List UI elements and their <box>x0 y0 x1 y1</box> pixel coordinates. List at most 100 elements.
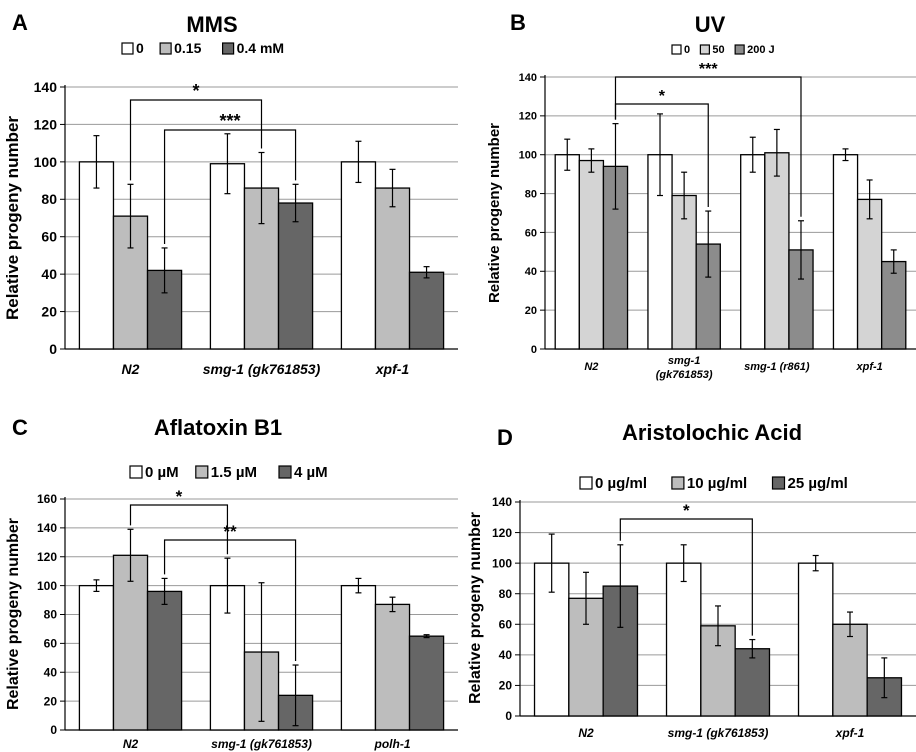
panel-c: C Aflatoxin B1 0 µM 1.5 µM 4 µM 0 20 40 60 80 100 1… <box>5 415 458 751</box>
panel-letter: D <box>497 425 513 450</box>
x-tick-label: smg-1 (gk761853) <box>668 726 769 740</box>
y-tick-label: 60 <box>41 229 57 245</box>
legend-label: 0.4 mM <box>237 40 284 56</box>
x-tick-label: (gk761853) <box>656 369 713 381</box>
significance-label: ** <box>223 522 237 541</box>
legend-label: 4 µM <box>294 464 328 481</box>
significance-bracket <box>129 504 229 555</box>
y-tick-label: 140 <box>34 79 58 95</box>
bar <box>209 163 246 350</box>
y-tick-label: 20 <box>525 305 537 317</box>
legend-label: 0 <box>684 44 690 56</box>
significance-label: *** <box>699 61 718 78</box>
y-tick-label: 60 <box>44 637 58 651</box>
panel-a: A MMS 0 0.15 0.4 mM 0 20 40 60 80 100 120 140 Relativ… <box>3 10 458 377</box>
significance-bracket <box>129 99 263 181</box>
legend-swatch <box>121 42 134 55</box>
legend-swatch <box>129 465 143 479</box>
panel-d: D Aristolochic Acid 0 µg/ml 10 µg/ml 25 µg/m… <box>467 420 916 740</box>
y-tick-label: 120 <box>519 111 537 123</box>
bar <box>78 161 115 350</box>
panel-letter: A <box>12 10 28 35</box>
legend-swatch <box>579 476 593 490</box>
y-tick-label: 100 <box>37 579 57 593</box>
y-tick-label: 100 <box>34 154 58 170</box>
x-tick-label: N2 <box>123 737 139 751</box>
significance-label: *** <box>220 111 241 131</box>
y-tick-label: 100 <box>492 556 512 570</box>
legend-label: 0.15 <box>174 40 201 56</box>
legend-swatch <box>671 476 685 490</box>
bar <box>408 635 445 731</box>
x-tick-label: N2 <box>122 361 140 377</box>
y-tick-label: 80 <box>525 188 537 200</box>
bar <box>832 154 859 350</box>
y-axis-label: Relative progeny number <box>486 123 503 303</box>
legend-swatch <box>734 44 745 55</box>
significance-bracket <box>614 76 802 217</box>
bar <box>78 584 115 731</box>
y-tick-label: 20 <box>41 303 57 319</box>
y-tick-label: 40 <box>44 665 58 679</box>
legend-swatch <box>195 465 209 479</box>
y-tick-label: 100 <box>519 150 537 162</box>
y-tick-label: 40 <box>525 266 537 278</box>
legend-swatch <box>671 44 682 55</box>
significance-bracket <box>163 129 297 244</box>
legend-swatch <box>771 476 786 490</box>
x-tick-label: xpf-1 <box>855 361 882 373</box>
bar <box>764 152 790 350</box>
x-tick-label: xpf-1 <box>375 361 410 377</box>
legend-swatch <box>222 42 235 55</box>
y-axis-label: Relative progeny number <box>3 116 22 320</box>
y-tick-label: 80 <box>41 191 57 207</box>
significance-bracket <box>619 518 753 636</box>
x-tick-label: N2 <box>578 726 594 740</box>
bar <box>112 554 149 731</box>
bar <box>740 154 766 350</box>
x-tick-label: xpf-1 <box>835 726 865 740</box>
legend-label: 50 <box>712 44 724 56</box>
bar <box>554 154 580 350</box>
bar <box>408 271 445 350</box>
significance-label: * <box>176 487 183 506</box>
chart-title: MMS <box>186 12 237 37</box>
significance-label: * <box>683 501 690 520</box>
bar <box>146 590 183 731</box>
significance-label: * <box>659 88 666 105</box>
y-tick-label: 140 <box>492 495 512 509</box>
significance-bracket <box>163 539 297 662</box>
legend-swatch <box>278 465 292 479</box>
y-tick-label: 60 <box>525 227 537 239</box>
bar <box>797 562 834 717</box>
bar <box>881 260 907 350</box>
y-tick-label: 140 <box>519 72 537 84</box>
bar <box>665 562 702 717</box>
legend-label: 10 µg/ml <box>687 475 747 492</box>
panel-letter: C <box>12 415 28 440</box>
bar <box>578 159 605 350</box>
x-tick-label: smg-1 <box>668 355 700 367</box>
legend-swatch <box>699 44 710 55</box>
y-tick-label: 20 <box>499 679 513 693</box>
bar <box>856 198 883 350</box>
bar <box>734 648 771 717</box>
panel-b: B UV 0 50 200 J 0 20 40 60 80 100 120 140 Relative pr… <box>486 10 916 381</box>
y-tick-label: 120 <box>492 526 512 540</box>
legend-label: 0 µM <box>145 464 179 481</box>
legend-label: 1.5 µM <box>211 464 257 481</box>
significance-label: * <box>192 81 199 101</box>
x-tick-label: smg-1 (gk761853) <box>203 361 321 377</box>
x-tick-label: polh-1 <box>374 737 411 751</box>
bar <box>374 603 411 731</box>
x-tick-label: smg-1 (r861) <box>744 361 810 373</box>
y-tick-label: 0 <box>505 709 512 723</box>
bar <box>340 584 377 731</box>
y-tick-label: 20 <box>44 694 58 708</box>
y-tick-label: 80 <box>44 608 58 622</box>
x-tick-label: smg-1 (gk761853) <box>211 737 312 751</box>
legend-swatch <box>159 42 172 55</box>
y-tick-label: 0 <box>50 723 57 737</box>
chart-title: UV <box>695 12 726 37</box>
y-tick-label: 80 <box>499 587 513 601</box>
